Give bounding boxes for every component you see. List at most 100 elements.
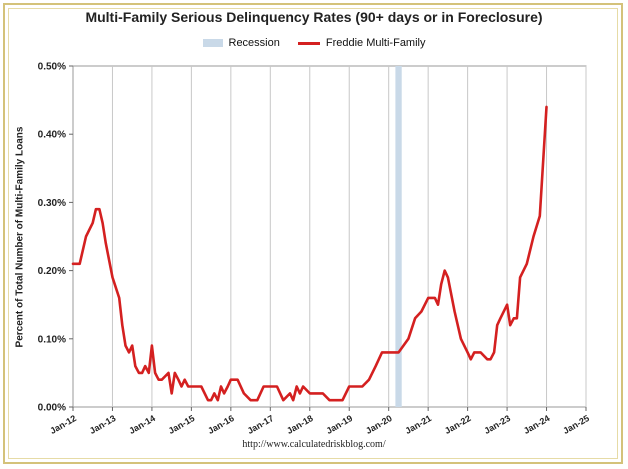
data-point xyxy=(387,351,390,354)
data-point xyxy=(493,351,495,354)
data-point xyxy=(111,276,114,279)
data-point xyxy=(180,385,183,388)
data-point xyxy=(98,208,101,211)
data-point xyxy=(124,344,127,347)
data-point xyxy=(193,385,196,388)
data-point xyxy=(516,317,518,320)
data-point xyxy=(141,372,143,374)
x-tick-label: Jan-12 xyxy=(48,413,78,436)
data-point xyxy=(226,385,229,388)
data-point xyxy=(509,324,512,327)
data-point xyxy=(328,399,331,402)
legend-swatch-freddie xyxy=(297,41,320,45)
data-point xyxy=(440,283,443,286)
x-tick-label: Jan-19 xyxy=(325,413,355,436)
data-point xyxy=(538,215,541,217)
data-point xyxy=(420,310,423,313)
y-tick-label: 0.50% xyxy=(38,62,66,73)
data-point xyxy=(321,392,324,395)
data-point xyxy=(282,399,285,402)
data-point xyxy=(479,351,482,354)
data-point xyxy=(427,296,430,299)
data-point xyxy=(151,344,153,347)
data-point xyxy=(433,296,436,299)
data-point xyxy=(437,303,439,306)
data-point xyxy=(397,351,400,354)
data-point xyxy=(131,344,134,347)
data-point xyxy=(506,303,508,306)
data-point xyxy=(545,106,548,108)
data-point xyxy=(292,399,295,402)
y-tick-label: 0.30% xyxy=(38,198,66,209)
data-point xyxy=(138,372,140,374)
data-point xyxy=(197,385,199,388)
data-point xyxy=(276,385,278,388)
data-point xyxy=(249,399,252,402)
data-point xyxy=(525,262,528,265)
data-point xyxy=(154,372,156,374)
data-point xyxy=(512,317,515,320)
x-tick-label: Jan-21 xyxy=(403,413,433,436)
data-point xyxy=(335,399,338,402)
x-tick-label: Jan-22 xyxy=(443,413,473,436)
data-point xyxy=(216,399,219,402)
data-point xyxy=(94,208,97,211)
data-point xyxy=(121,324,124,327)
data-point xyxy=(157,378,160,381)
data-point xyxy=(361,385,364,388)
legend-swatch-recession xyxy=(202,39,223,47)
data-point xyxy=(532,235,535,238)
data-point xyxy=(315,392,318,395)
x-tick-label: Jan-14 xyxy=(127,413,157,436)
data-point xyxy=(496,324,499,327)
data-point xyxy=(355,385,357,388)
data-point xyxy=(118,296,121,299)
data-point xyxy=(407,337,410,340)
data-point xyxy=(170,392,173,395)
data-point xyxy=(414,317,417,320)
data-point xyxy=(236,378,239,381)
x-tick-label: Jan-25 xyxy=(561,413,591,436)
chart-legend: Recession Freddie Multi-Family xyxy=(0,37,628,49)
data-point xyxy=(134,365,137,367)
data-point xyxy=(466,351,469,354)
x-tick-label: Jan-16 xyxy=(206,413,236,436)
data-point xyxy=(190,385,193,388)
data-point xyxy=(473,351,476,354)
data-point xyxy=(374,365,377,367)
data-point xyxy=(348,385,351,388)
data-point xyxy=(85,235,87,238)
y-tick-label: 0.40% xyxy=(38,130,66,141)
legend-label-recession: Recession xyxy=(228,37,280,49)
x-tick-label: Jan-23 xyxy=(482,413,512,436)
data-point xyxy=(242,392,245,395)
y-tick-label: 0.00% xyxy=(38,403,66,414)
data-point xyxy=(499,317,502,320)
data-point xyxy=(213,392,216,395)
data-point xyxy=(381,351,383,354)
y-tick-label: 0.10% xyxy=(38,334,66,345)
x-tick-label: Jan-20 xyxy=(364,413,394,436)
x-tick-label: Jan-17 xyxy=(246,413,276,436)
data-point xyxy=(160,378,163,381)
data-point xyxy=(460,337,462,340)
plot-border xyxy=(72,65,587,408)
data-point xyxy=(229,378,232,381)
x-tick-label: Jan-15 xyxy=(167,413,197,436)
y-tick-label: 0.20% xyxy=(38,266,66,277)
data-point xyxy=(443,269,446,272)
chart-title: Multi-Family Serious Delinquency Rates (… xyxy=(85,9,543,25)
data-point xyxy=(200,385,203,388)
data-point xyxy=(183,378,186,381)
data-point xyxy=(128,351,130,354)
data-point xyxy=(91,221,94,224)
data-point xyxy=(167,372,170,374)
source-url: http://www.calculatedriskblog.com/ xyxy=(242,439,386,450)
data-point xyxy=(368,378,370,381)
data-point xyxy=(173,372,176,374)
x-tick-label: Jan-18 xyxy=(285,413,315,436)
x-tick-label: Jan-13 xyxy=(88,413,118,436)
data-point xyxy=(308,392,311,395)
data-point xyxy=(295,385,298,388)
